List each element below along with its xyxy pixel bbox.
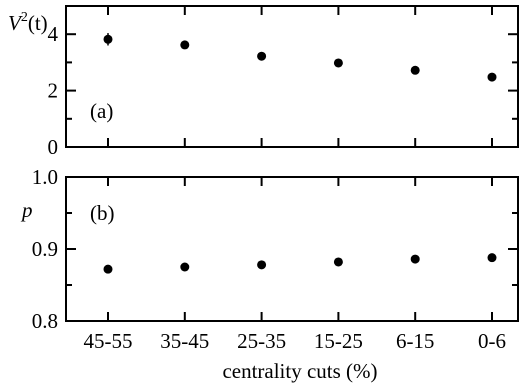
- panel-a-ticks: [66, 5, 518, 148]
- data-point: [257, 260, 267, 270]
- x-tick-label: 6-15: [396, 329, 435, 353]
- y-tick-label: 0.9: [32, 237, 58, 261]
- panel-a-points: [103, 33, 497, 82]
- data-point: [333, 58, 343, 68]
- panel-b-y-tick-labels: 0.8 0.9 1.0: [32, 165, 58, 333]
- x-tick-label: 35-45: [160, 329, 209, 353]
- data-point: [410, 254, 420, 264]
- y-tick-label: 0: [48, 135, 59, 159]
- data-point: [257, 51, 267, 61]
- x-tick-label: 45-55: [84, 329, 133, 353]
- panel-a-tag: (a): [90, 99, 113, 123]
- panel-b-ticks: [66, 176, 518, 322]
- panel-b-frame: [65, 176, 519, 322]
- panel-a-y-label-rest: (t): [28, 11, 48, 35]
- panel-a-y-label-sup: 2: [21, 10, 28, 25]
- x-tick-label: 25-35: [237, 329, 286, 353]
- y-tick-label: 1.0: [32, 165, 58, 189]
- panel-b-tag: (b): [90, 201, 115, 225]
- data-point: [333, 257, 343, 267]
- panel-b-y-axis-label: p: [20, 198, 33, 222]
- data-point: [487, 72, 497, 82]
- x-tick-label: 0-6: [478, 329, 506, 353]
- panel-a-y-label-base: V: [8, 11, 23, 35]
- data-point: [180, 40, 190, 50]
- data-point: [103, 34, 113, 44]
- data-point: [410, 65, 420, 75]
- panel-a-y-axis-label: V2(t): [8, 10, 48, 35]
- y-tick-label: 4: [48, 22, 59, 46]
- y-tick-label: 0.8: [32, 309, 58, 333]
- data-point: [180, 262, 190, 272]
- panel-b: 0.8 0.9 1.0 45-55 35-45 25-35 15-25 6-15 0-6 (b…: [20, 165, 519, 383]
- data-point: [487, 253, 497, 263]
- panel-b-x-tick-labels: 45-55 35-45 25-35 15-25 6-15 0-6: [84, 329, 507, 353]
- data-point: [103, 264, 113, 274]
- panel-a-frame: [65, 5, 519, 148]
- y-tick-label: 2: [48, 79, 59, 103]
- panel-a: 024 (a) V2(t): [8, 5, 519, 159]
- x-axis-label: centrality cuts (%): [222, 359, 377, 383]
- panel-a-y-tick-labels: 0 2 4: [48, 22, 59, 159]
- x-tick-label: 15-25: [314, 329, 363, 353]
- panel-b-points: [103, 253, 497, 274]
